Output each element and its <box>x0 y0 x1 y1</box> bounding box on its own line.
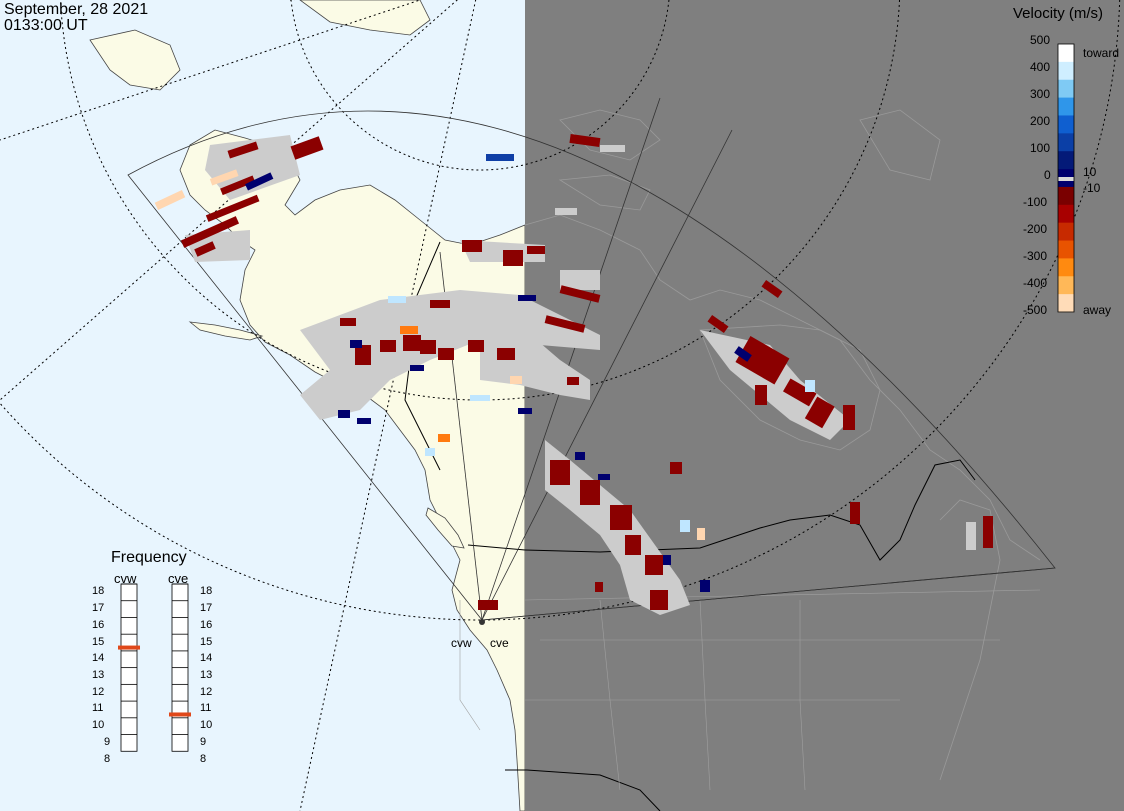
date-label: September, 28 2021 <box>4 1 149 18</box>
colorbar-segment <box>1058 61 1074 81</box>
cvw-frequency-tick: 15 <box>92 635 105 648</box>
colorbar-title: Velocity (m/s) <box>1013 5 1104 22</box>
cvw-frequency-tick: 18 <box>92 585 105 598</box>
radar-echoes <box>154 133 993 615</box>
colorbar-segment <box>1058 44 1074 63</box>
colorbar-segment <box>1058 186 1074 206</box>
cvw-frequency-tick: 16 <box>92 618 105 631</box>
cvw-scale-label: cvw <box>114 571 137 586</box>
colorbar-tick: -400 <box>1023 276 1048 290</box>
cve-frequency-tick: 17 <box>200 602 213 615</box>
cve-frequency-tick: 8 <box>200 752 207 765</box>
colorbar-tick: -300 <box>1023 249 1048 263</box>
cve-frequency-marker <box>169 712 191 717</box>
cvw-frequency-tick: 10 <box>92 719 105 732</box>
cvw-frequency-tick: 12 <box>92 685 105 698</box>
colorbar-toward-label: toward <box>1083 46 1120 60</box>
cve-frequency-tick: 15 <box>200 635 213 648</box>
colorbar-segment <box>1058 97 1074 116</box>
cve-frequency-tick: 11 <box>200 702 212 715</box>
colorbar-segment <box>1058 276 1074 295</box>
colorbar-tick: 400 <box>1030 60 1051 74</box>
colorbar-tick: 0 <box>1044 168 1051 182</box>
colorbar-segment <box>1058 222 1074 242</box>
cve-frequency-tick: 9 <box>200 735 207 748</box>
cvw-frequency-tick: 9 <box>104 735 111 748</box>
colorbar-tick: -200 <box>1023 222 1048 236</box>
colorbar-frame <box>1057 43 1075 313</box>
colorbar-tick: 500 <box>1030 33 1051 47</box>
colorbar-away-label: away <box>1083 303 1112 317</box>
colorbar-zero-band <box>1058 177 1074 181</box>
colorbar-pos-threshold: 10 <box>1083 165 1097 179</box>
cvw-frequency-tick: 11 <box>92 702 104 715</box>
colorbar-segment <box>1058 115 1074 134</box>
radar-site-marker <box>479 619 485 625</box>
cve-frequency-tick: 14 <box>200 652 213 665</box>
cve-frequency-tick: 18 <box>200 585 213 598</box>
colorbar-tick: 200 <box>1030 114 1051 128</box>
colorbar-segment <box>1058 151 1074 170</box>
arctic-island-land <box>299 0 431 36</box>
cve-frequency-tick: 12 <box>200 685 213 698</box>
aleutian-islands <box>188 321 264 341</box>
velocity-colorbar <box>1057 43 1075 313</box>
state-borders <box>459 589 1041 791</box>
cvw-frequency-tick: 13 <box>92 669 105 681</box>
colorbar-tick: -100 <box>1023 195 1048 209</box>
cvw-frequency-marker <box>118 645 140 650</box>
colorbar-tick: -500 <box>1023 303 1048 317</box>
colorbar-segment <box>1058 294 1074 313</box>
cve-frequency-tick: 10 <box>200 719 213 732</box>
cve-scale-label: cve <box>168 571 189 586</box>
colorbar-tick: 100 <box>1030 141 1051 155</box>
vancouver-island <box>425 507 465 549</box>
time-label: 0133:00 UT <box>4 17 88 34</box>
colorbar-segment <box>1058 258 1074 277</box>
colorbar-tick: 300 <box>1030 87 1051 101</box>
colorbar-segment <box>1058 133 1074 152</box>
cvw-frequency-tick: 17 <box>92 602 105 615</box>
cvw-frequency-tick: 8 <box>104 752 111 765</box>
site-label-cve: cve <box>490 636 509 650</box>
siberia-land <box>89 29 181 91</box>
colorbar-segment <box>1058 79 1074 99</box>
cve-frequency-tick: 16 <box>200 618 213 631</box>
site-label-cvw: cvw <box>451 636 472 650</box>
cve-frequency-tick: 13 <box>200 669 213 681</box>
cvw-frequency-tick: 14 <box>92 652 105 665</box>
colorbar-segment <box>1058 240 1074 259</box>
nightside-coastlines <box>524 109 1041 781</box>
frequency-scales <box>118 583 191 752</box>
colorbar-neg-threshold: -10 <box>1083 181 1101 195</box>
frequency-title: Frequency <box>111 549 187 566</box>
borders <box>404 241 976 811</box>
colorbar-segment <box>1058 204 1074 224</box>
echo-blue <box>486 154 514 161</box>
